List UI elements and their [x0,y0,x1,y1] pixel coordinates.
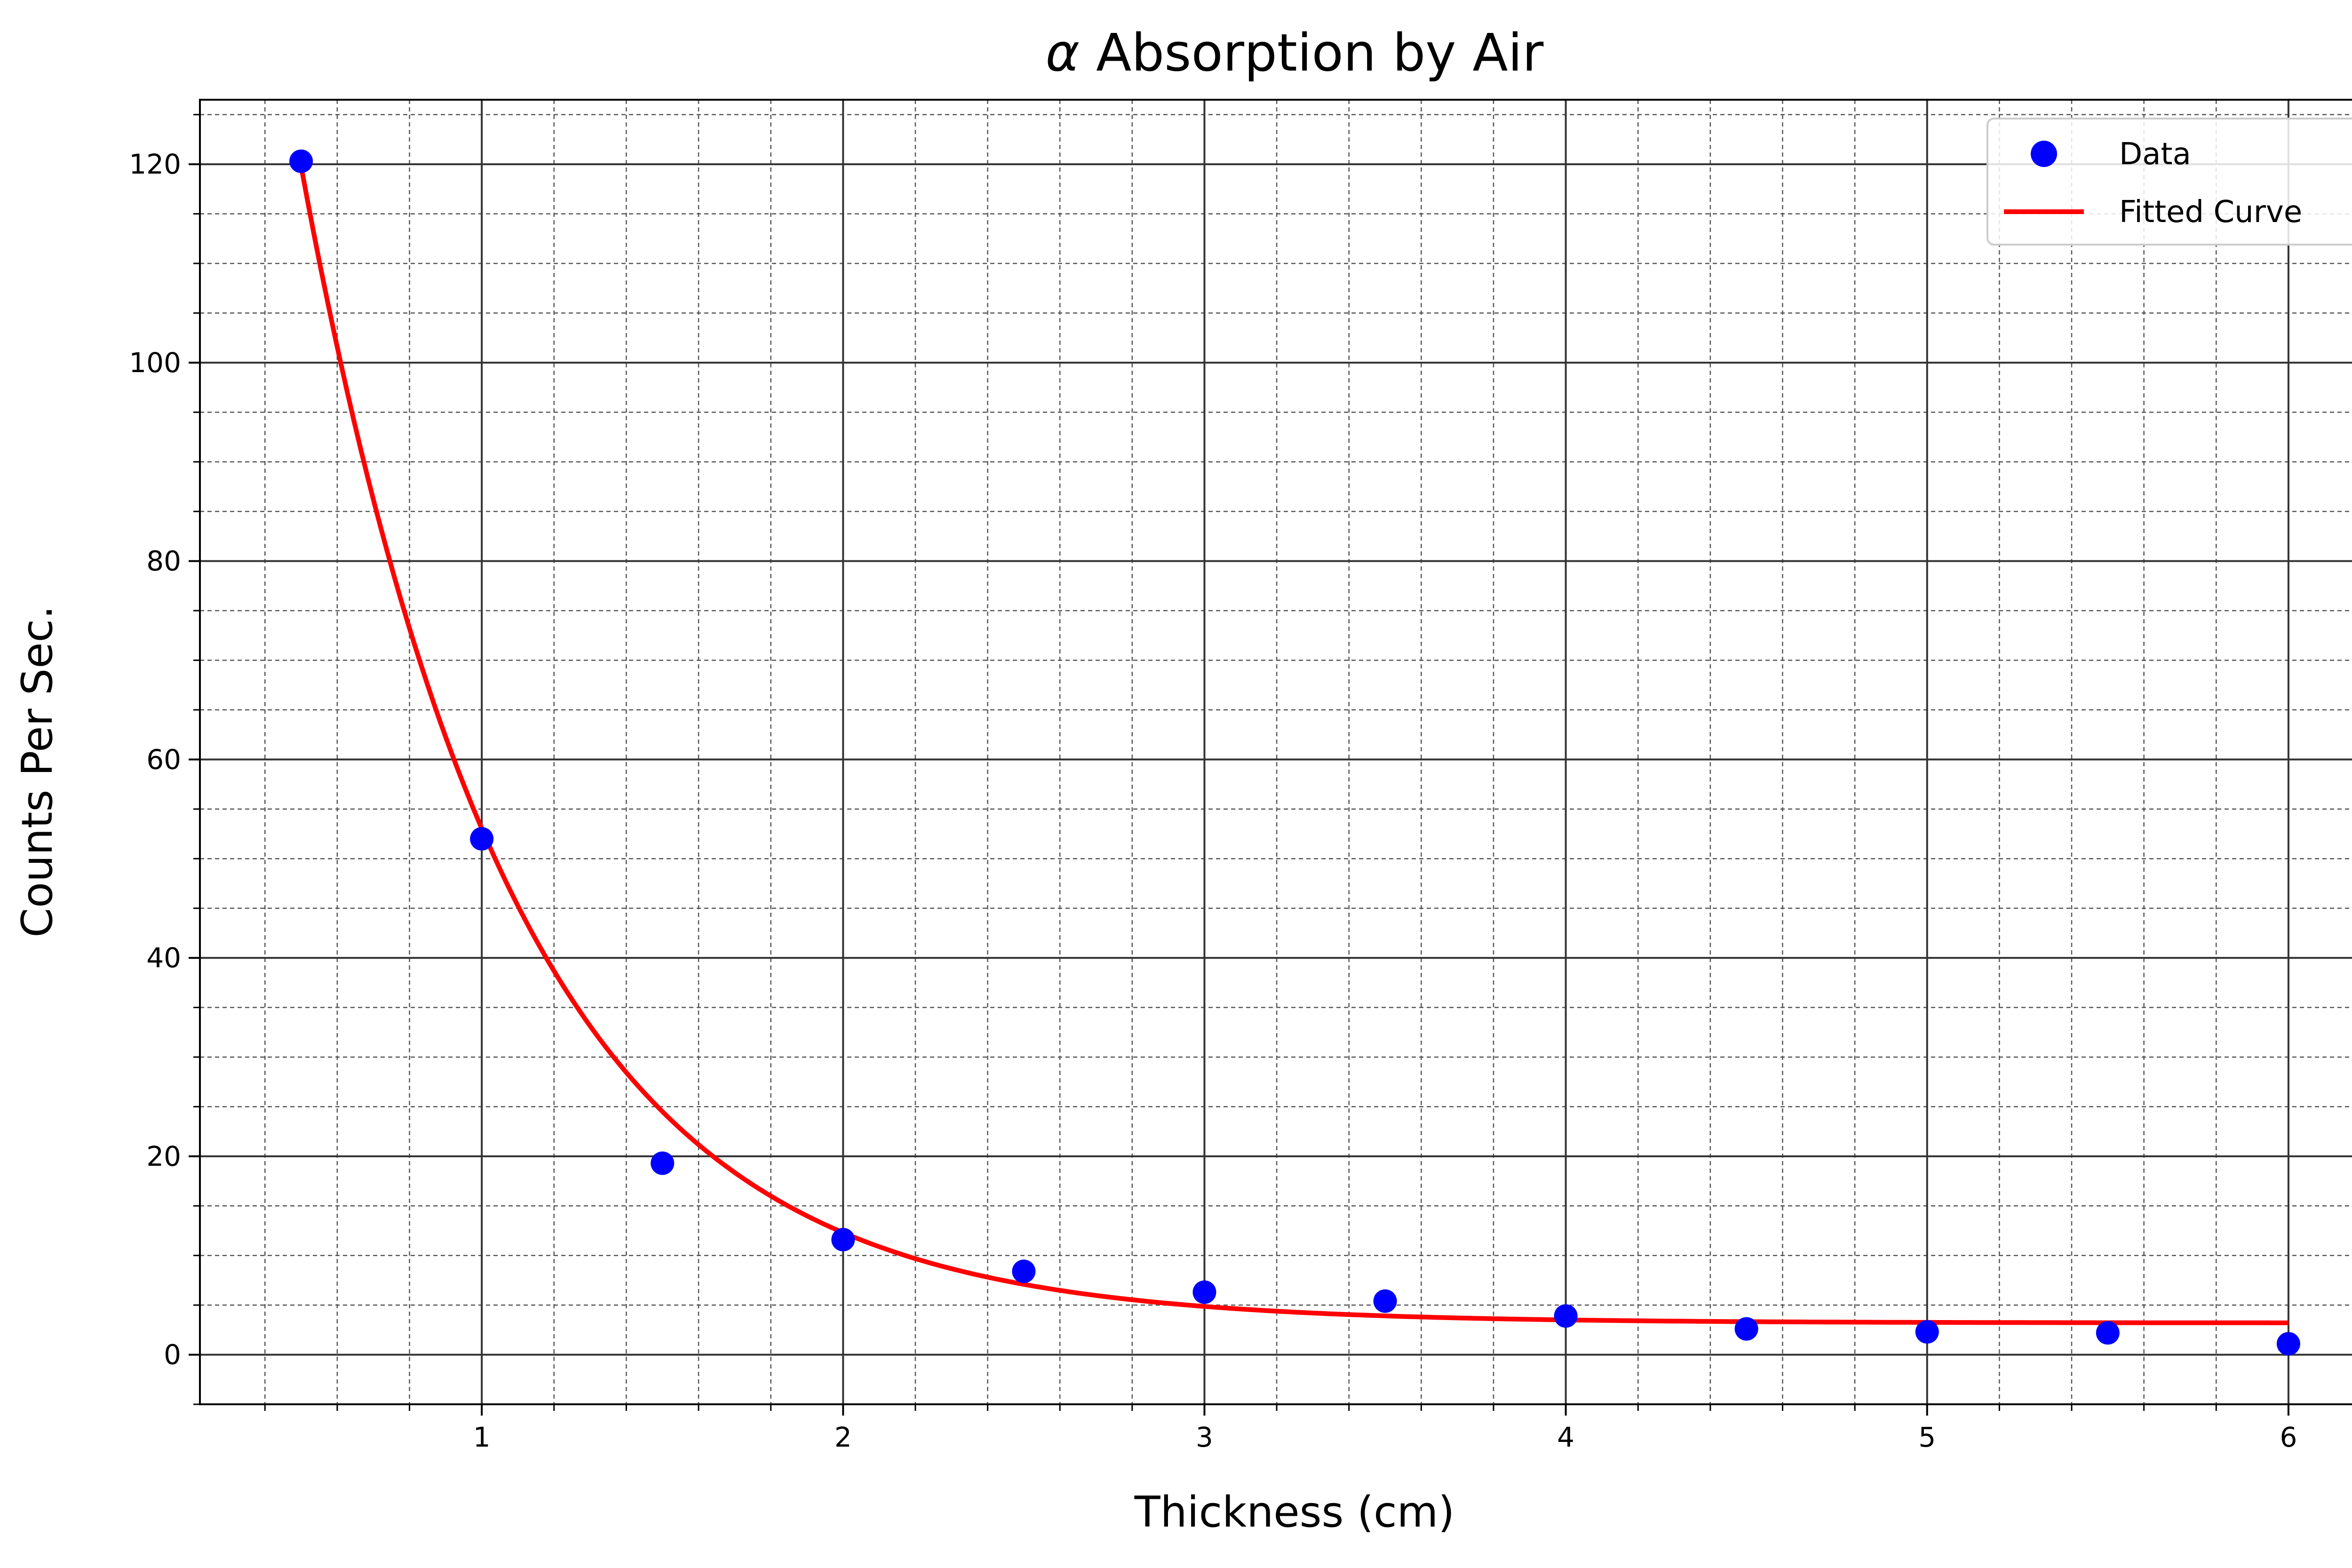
data-point [289,149,313,173]
data-point [1554,1304,1578,1328]
data-point [1373,1289,1397,1313]
title-text: Absorption by Air [1080,23,1544,83]
axis-ticks [189,114,2289,1416]
legend-label-data: Data [2119,137,2191,172]
data-points-layer [289,149,2300,1356]
data-point [1012,1259,1036,1283]
x-tick-label: 3 [1196,1421,1213,1453]
x-tick-label: 6 [2280,1421,2297,1453]
data-point [2276,1332,2300,1356]
x-tick-label: 1 [473,1421,491,1453]
y-tick-label: 60 [146,743,181,775]
legend-label-fitted-curve: Fitted Curve [2119,195,2302,230]
data-point [651,1151,675,1175]
y-tick-label: 40 [146,942,181,974]
y-tick-label: 20 [146,1140,181,1172]
chart-title: α Absorption by Air [1046,23,1544,83]
x-tick-label: 5 [1918,1421,1936,1453]
y-tick-label: 120 [129,148,181,180]
y-axis-label: Counts Per Sec. [13,605,62,937]
data-point [831,1227,855,1251]
title-alpha-symbol: α [1046,23,1080,83]
data-point [1915,1320,1939,1344]
x-tick-label: 2 [834,1421,852,1453]
y-tick-label: 100 [129,347,181,379]
x-axis-label: Thickness (cm) [1134,1488,1455,1537]
data-point [1734,1317,1758,1341]
plot-frame [199,99,2352,1405]
data-point [2096,1321,2120,1345]
data-point [1192,1280,1216,1304]
fitted-curve-line [299,166,2288,1325]
legend-data-marker [2031,141,2057,167]
x-tick-label: 4 [1557,1421,1574,1453]
y-tick-label: 80 [146,545,181,577]
legend: Data Fitted Curve [1986,118,2352,246]
major-grid [200,100,2352,1404]
fitted-curve-layer [299,166,2288,1325]
y-tick-label: 0 [164,1339,181,1371]
data-point [470,827,494,851]
